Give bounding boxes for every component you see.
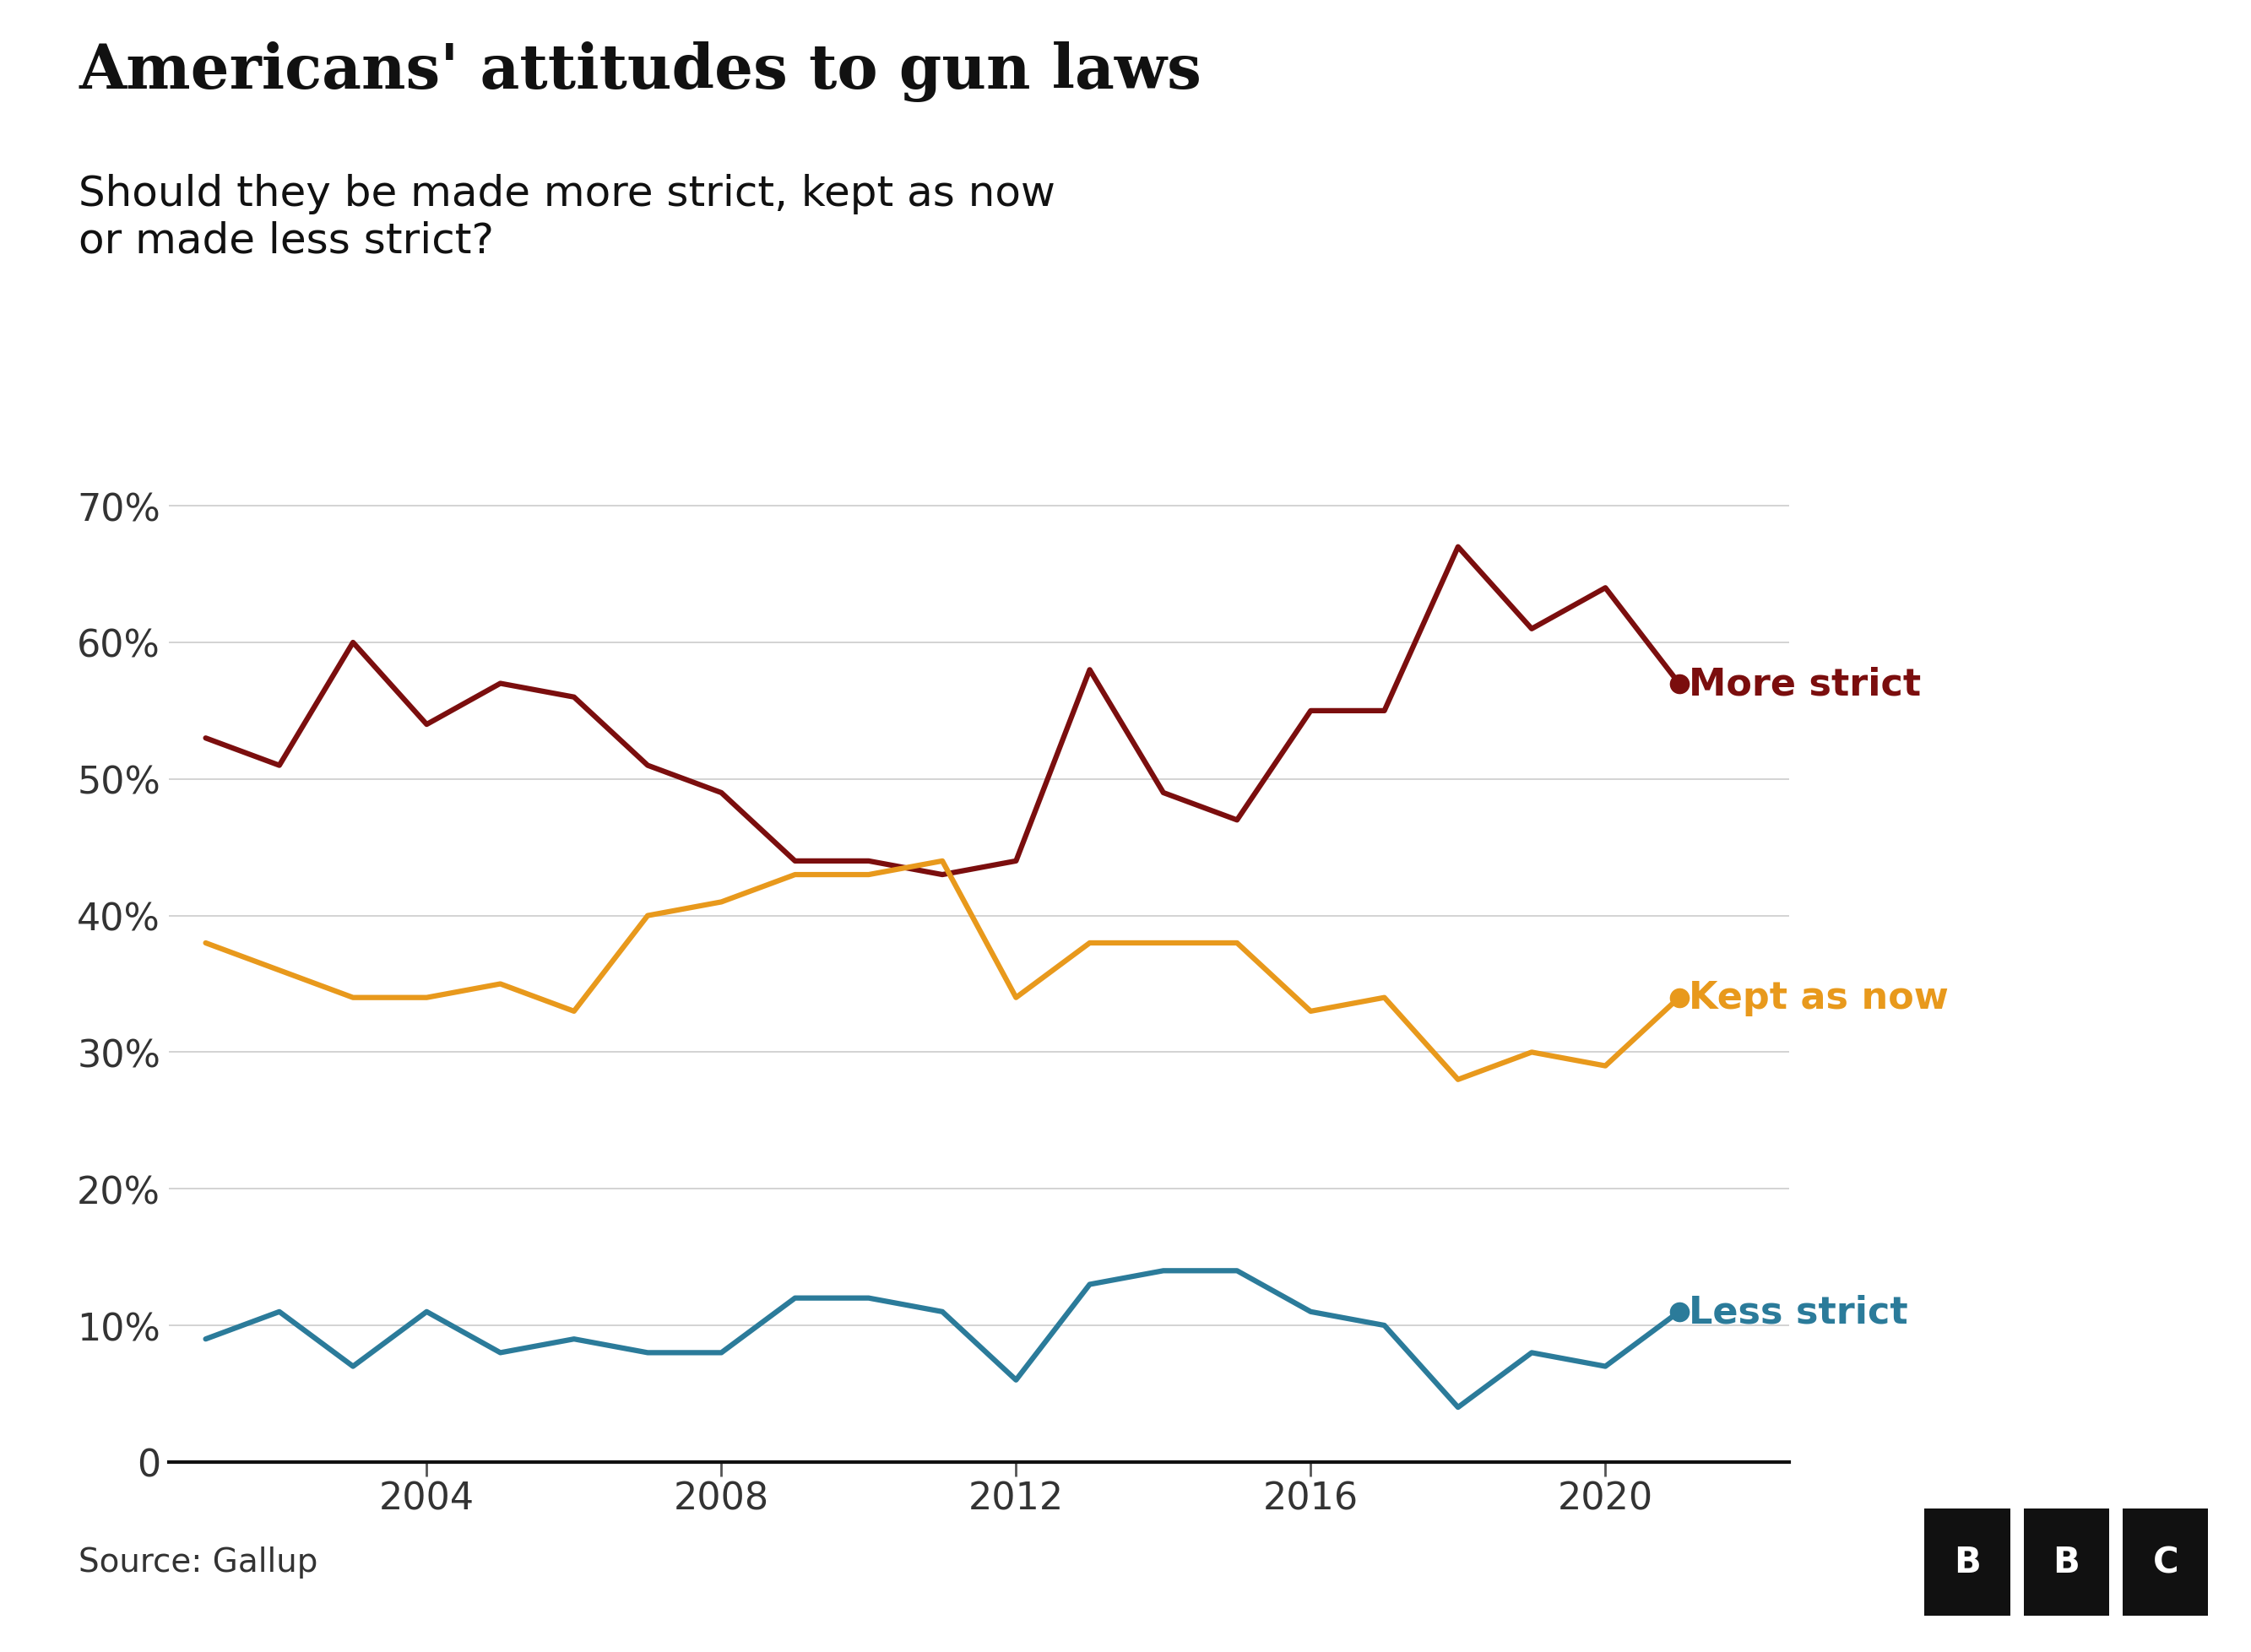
Text: Should they be made more strict, kept as now
or made less strict?: Should they be made more strict, kept as… bbox=[79, 173, 1056, 261]
Text: Less strict: Less strict bbox=[1688, 1294, 1907, 1330]
Text: Americans' attitudes to gun laws: Americans' attitudes to gun laws bbox=[79, 41, 1202, 102]
Text: B: B bbox=[1954, 1545, 1981, 1579]
Text: More strict: More strict bbox=[1688, 666, 1920, 702]
Text: B: B bbox=[2053, 1545, 2080, 1579]
Text: Source: Gallup: Source: Gallup bbox=[79, 1546, 317, 1578]
Text: Kept as now: Kept as now bbox=[1688, 980, 1949, 1016]
Text: C: C bbox=[2152, 1545, 2179, 1579]
